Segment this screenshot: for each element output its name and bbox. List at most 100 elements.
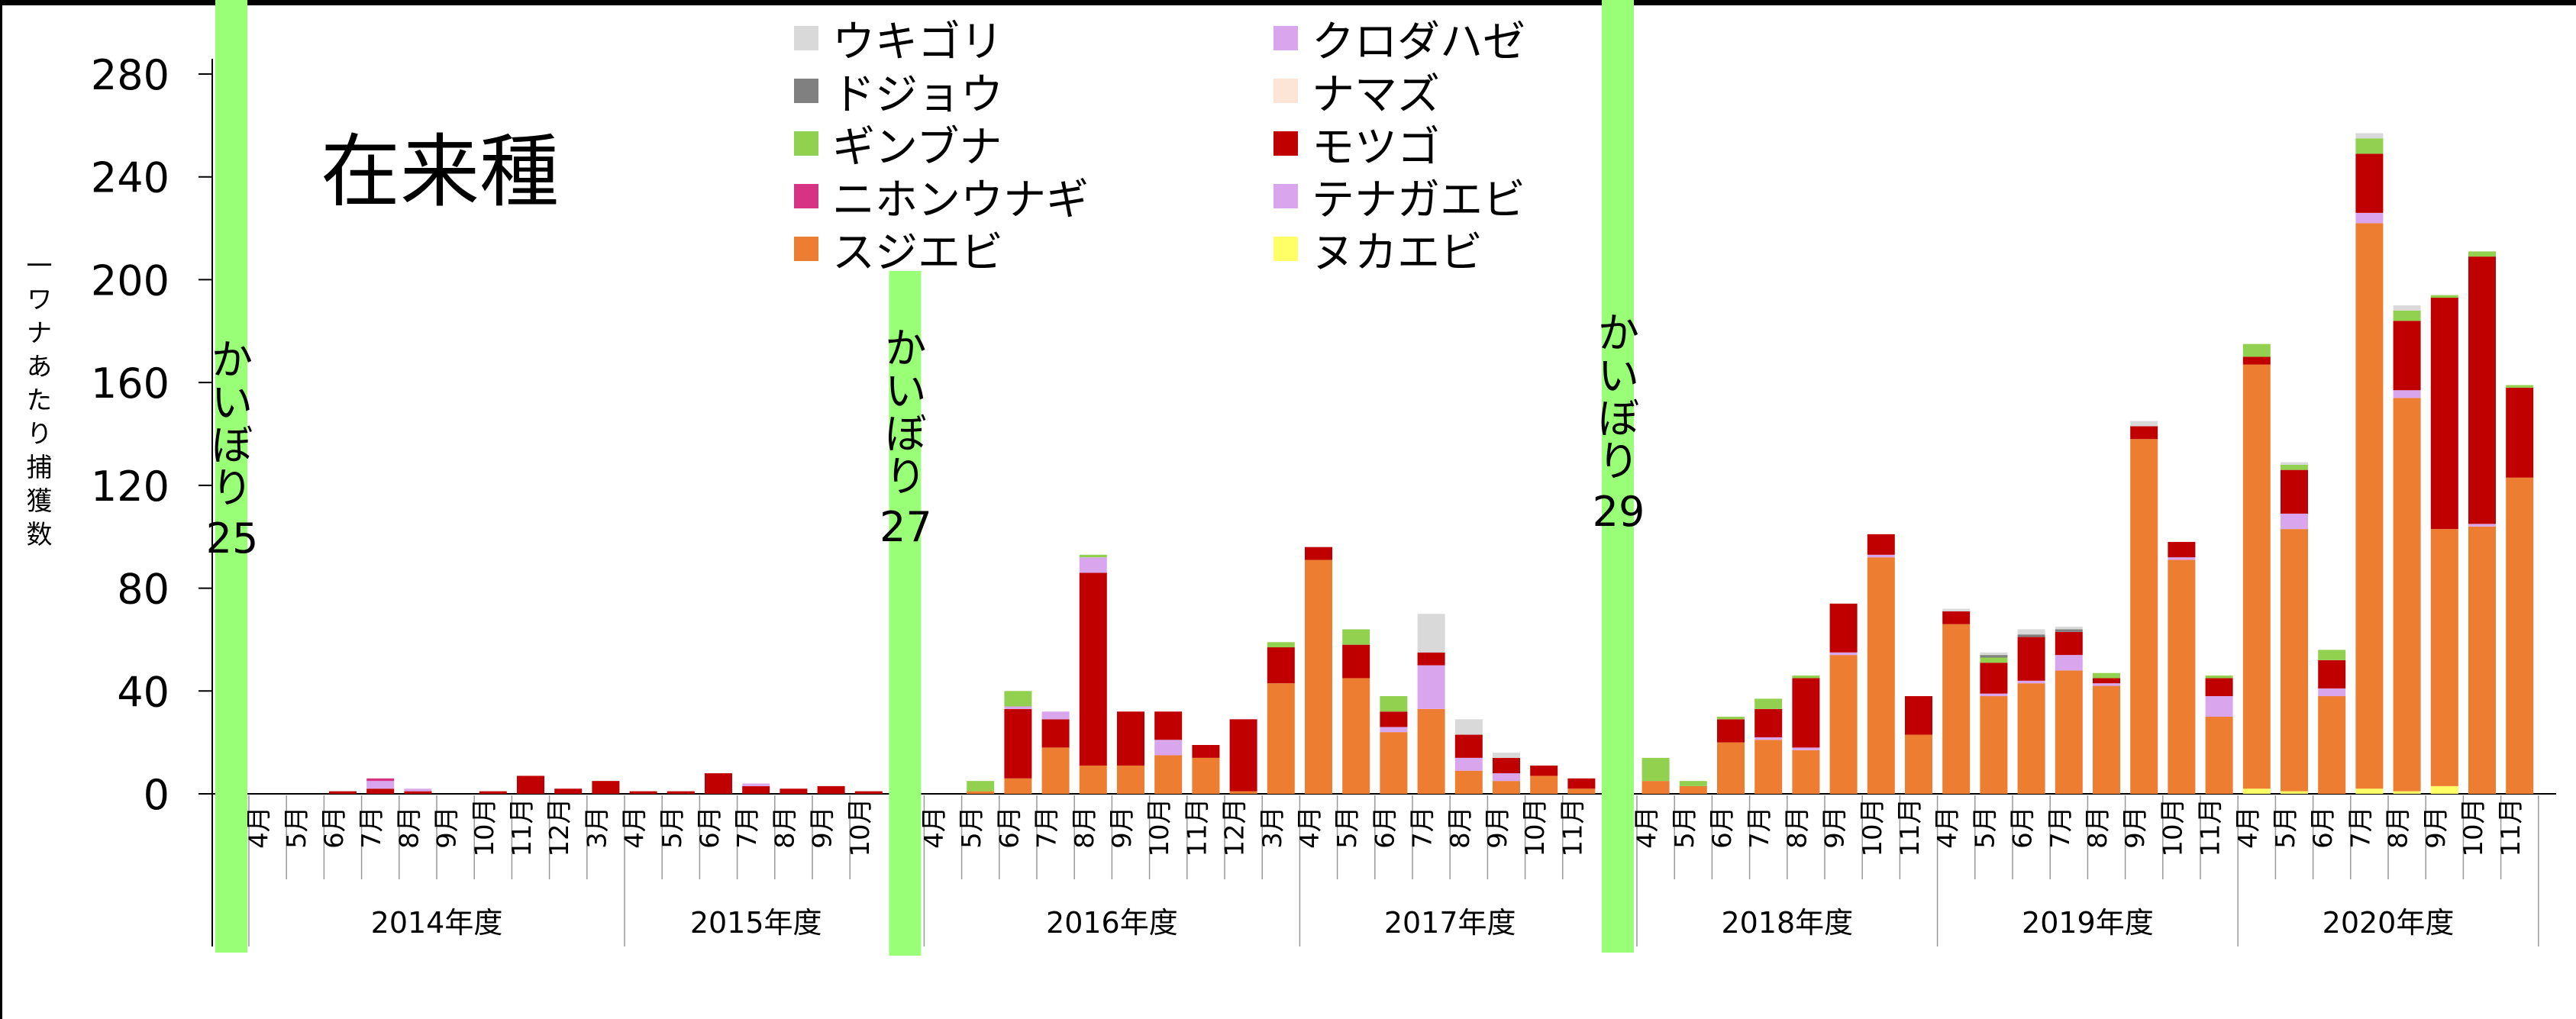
bar-segment xyxy=(2168,541,2196,558)
bar-segment xyxy=(2355,212,2384,224)
bar-segment xyxy=(2130,421,2158,427)
kaibori-label-number: 29 xyxy=(1593,488,1645,536)
bar-segment xyxy=(1229,719,1257,792)
month-tick-label: 4月 xyxy=(1632,806,1663,849)
legend-label: ギンブナ xyxy=(832,122,1002,173)
bar-segment xyxy=(404,791,432,794)
bar-segment xyxy=(2242,343,2271,357)
bar-segment xyxy=(967,781,995,792)
bar-segment xyxy=(705,773,732,794)
month-tick-label: 5月 xyxy=(2271,806,2301,849)
bar-segment xyxy=(854,791,883,794)
bar-segment xyxy=(1192,757,1220,794)
kaibori-label-char: ぼ xyxy=(211,421,253,469)
bar-segment xyxy=(1342,644,1370,679)
legend-label: モツゴ xyxy=(1312,122,1440,173)
bar-segment xyxy=(1717,719,1745,743)
bar-segment xyxy=(742,783,770,786)
bar-segment xyxy=(1829,655,1858,794)
bar-segment xyxy=(1004,706,1032,709)
month-tick-label: 9月 xyxy=(2421,806,2452,849)
month-tick-label: 5月 xyxy=(1670,806,1700,849)
legend-swatch xyxy=(1273,237,1298,261)
bar-segment xyxy=(1380,727,1408,733)
bar-segment xyxy=(1867,554,1895,558)
bar-segment xyxy=(2017,629,2045,635)
bar-segment xyxy=(1004,708,1032,779)
month-tick-label: 7月 xyxy=(2345,806,2376,849)
month-tick-label: 8月 xyxy=(1445,806,1476,849)
bar-segment xyxy=(2281,462,2308,465)
month-tick-label: 7月 xyxy=(1408,806,1438,849)
bar-segment xyxy=(1792,678,1820,748)
bar-segment xyxy=(1154,755,1183,794)
y-tick-label: 40 xyxy=(117,668,169,716)
bar-segment xyxy=(780,788,808,794)
bar-segment xyxy=(1117,711,1144,766)
legend-swatch xyxy=(794,131,818,156)
bar-segment xyxy=(1417,652,1445,666)
bar-segment xyxy=(2017,637,2045,681)
month-tick-label: 5月 xyxy=(282,806,312,849)
kaibori-label-char: り xyxy=(211,464,253,512)
left-border-line xyxy=(0,0,2,1019)
bar-segment xyxy=(1942,624,1971,794)
bar-segment xyxy=(2017,634,2045,637)
bar-segment xyxy=(1792,747,1820,750)
legend-label: スジエビ xyxy=(832,227,1003,278)
bar-segment xyxy=(2355,223,2384,789)
kaibori-label-char: か xyxy=(1598,309,1639,357)
bar-segment xyxy=(366,781,395,789)
bar-segment xyxy=(1493,781,1520,794)
group-label: 2014年度 xyxy=(371,906,503,940)
bar-segment xyxy=(1980,657,2008,663)
month-tick-label: 9月 xyxy=(432,806,463,849)
bar-segment xyxy=(1980,693,2008,697)
month-tick-label: 6月 xyxy=(994,806,1025,849)
legend-label: ナマズ xyxy=(1312,69,1440,120)
month-tick-label: 9月 xyxy=(1820,806,1851,849)
bar-segment xyxy=(329,791,357,794)
bar-segment xyxy=(2205,696,2233,717)
month-tick-label: 10月 xyxy=(470,798,500,856)
bar-segment xyxy=(2355,138,2384,154)
bar-segment xyxy=(1004,778,1032,794)
bar-segment xyxy=(404,788,432,792)
bar-segment xyxy=(2468,524,2496,527)
legend-item: ヌカエビ xyxy=(1273,224,1483,278)
bar-segment xyxy=(1717,742,1745,794)
bar-segment xyxy=(1079,557,1107,573)
bar-segment xyxy=(2318,696,2346,794)
bar-segment xyxy=(1717,716,1745,720)
bar-segment xyxy=(967,791,995,794)
legend-swatch xyxy=(1273,26,1298,50)
bar-segment xyxy=(2393,398,2421,792)
bar-segment xyxy=(2355,133,2384,139)
bar-segment xyxy=(1192,745,1220,758)
bar-segment xyxy=(2205,716,2233,794)
month-tick-label: 7月 xyxy=(732,806,763,849)
bar-segment xyxy=(1567,788,1596,794)
bar-segment xyxy=(2130,426,2158,440)
month-tick-label: 7月 xyxy=(1745,806,1775,849)
month-tick-label: 4月 xyxy=(620,806,650,849)
y-tick-label: 80 xyxy=(117,566,169,614)
bar-segment xyxy=(1305,559,1332,794)
month-tick-label: 10月 xyxy=(1858,798,1888,856)
month-tick-label: 9月 xyxy=(808,806,838,849)
group-label: 2016年度 xyxy=(1046,906,1178,940)
y-tick-label: 240 xyxy=(91,154,169,202)
bar-segment xyxy=(1980,696,2008,794)
month-tick-label: 8月 xyxy=(2384,806,2414,849)
month-tick-label: 5月 xyxy=(957,806,987,849)
bar-segment xyxy=(1792,676,1820,679)
month-tick-label: 8月 xyxy=(1070,806,1100,849)
bar-segment xyxy=(1980,663,2008,694)
kaibori-label-number: 27 xyxy=(880,503,932,551)
bar-segment xyxy=(2355,788,2384,794)
bar-segment xyxy=(2093,672,2120,679)
bar-segment xyxy=(2281,791,2308,794)
month-tick-label: 11月 xyxy=(2496,798,2526,856)
month-tick-label: 5月 xyxy=(1970,806,2000,849)
legend-label: クロダハゼ xyxy=(1312,17,1525,67)
